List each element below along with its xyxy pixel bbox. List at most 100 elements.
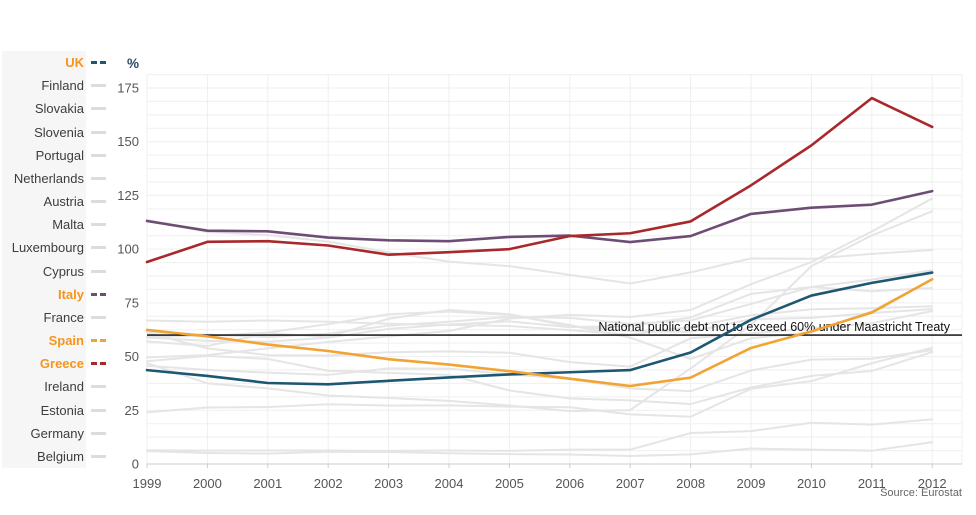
series-line-finland xyxy=(146,349,934,393)
legend-item-label: Malta xyxy=(52,217,84,233)
legend-item-slovenia[interactable]: Slovenia xyxy=(2,121,114,144)
series-dash-icon xyxy=(91,223,106,227)
series-dash-icon xyxy=(91,315,106,319)
series-line-belgium xyxy=(146,218,934,285)
legend-item-estonia[interactable]: Estonia xyxy=(2,399,114,422)
legend-item-label: Italy xyxy=(57,286,84,302)
svg-text:0: 0 xyxy=(132,457,139,472)
series-dash-icon xyxy=(91,84,106,88)
series-line-italy xyxy=(145,189,934,244)
legend-item-label: Estonia xyxy=(40,402,84,418)
svg-text:2012: 2012 xyxy=(918,476,947,491)
legend-item-label: Cyprus xyxy=(42,263,84,279)
svg-text:2001: 2001 xyxy=(253,476,282,491)
series-line-spain xyxy=(145,277,934,388)
legend-item-label: Germany xyxy=(30,425,84,441)
series-dash-icon xyxy=(91,246,106,250)
legend-item-slovakia[interactable]: Slovakia xyxy=(2,97,114,120)
legend-item-netherlands[interactable]: Netherlands xyxy=(2,167,114,190)
series-line-estonia xyxy=(146,441,934,458)
legend-item-france[interactable]: France xyxy=(2,306,114,329)
series-dash-icon xyxy=(91,408,106,412)
svg-text:2010: 2010 xyxy=(797,476,826,491)
series-line-ireland xyxy=(146,210,934,413)
series-dash-icon xyxy=(91,61,106,64)
legend-item-label: Finland xyxy=(41,78,84,94)
muted-series-lines xyxy=(146,197,934,458)
legend-item-label: Austria xyxy=(43,194,84,210)
legend-item-italy[interactable]: Italy xyxy=(2,283,114,306)
maastricht-reference-line: National public debt not to exceed 60% u… xyxy=(147,320,962,336)
source-note: Source: Eurostat xyxy=(880,487,962,499)
legend-item-label: Slovakia xyxy=(34,101,84,117)
series-dash-icon xyxy=(91,130,106,134)
svg-text:75: 75 xyxy=(125,295,139,310)
svg-text:100: 100 xyxy=(117,242,139,257)
legend-item-label: Luxembourg xyxy=(11,240,84,256)
svg-text:2003: 2003 xyxy=(374,476,403,491)
series-dash-icon xyxy=(91,153,106,157)
series-line-france xyxy=(146,269,934,343)
y-axis-labels: 0 25 50 75 100 125 150 175% xyxy=(117,56,139,472)
y-gridlines xyxy=(147,74,962,465)
svg-text:2009: 2009 xyxy=(737,476,766,491)
series-dash-icon xyxy=(91,431,106,435)
svg-text:2002: 2002 xyxy=(314,476,343,491)
legend-item-malta[interactable]: Malta xyxy=(2,213,114,236)
series-dash-icon xyxy=(91,339,106,343)
legend-item-ireland[interactable]: Ireland xyxy=(2,375,114,398)
legend-item-cyprus[interactable]: Cyprus xyxy=(2,260,114,283)
series-dash-icon xyxy=(91,200,106,204)
legend-item-label: UK xyxy=(65,55,84,70)
svg-text:50: 50 xyxy=(125,349,139,364)
legend-item-label: Portugal xyxy=(35,147,84,163)
svg-text:2004: 2004 xyxy=(435,476,464,491)
svg-text:1999: 1999 xyxy=(133,476,162,491)
svg-text:2008: 2008 xyxy=(676,476,705,491)
svg-text:2005: 2005 xyxy=(495,476,524,491)
series-dash-icon xyxy=(91,385,106,389)
series-dash-icon xyxy=(91,362,106,366)
series-dash-icon xyxy=(91,176,106,180)
svg-text:125: 125 xyxy=(117,188,139,203)
legend-item-spain[interactable]: Spain xyxy=(2,329,114,352)
highlighted-series-lines xyxy=(145,96,934,388)
legend-item-label: Slovenia xyxy=(34,124,84,140)
legend-item-label: Ireland xyxy=(44,379,84,395)
svg-text:2006: 2006 xyxy=(555,476,584,491)
legend-item-label: Belgium xyxy=(37,448,84,464)
series-line-uk xyxy=(145,271,934,386)
svg-text:2007: 2007 xyxy=(616,476,645,491)
legend-item-austria[interactable]: Austria xyxy=(2,190,114,213)
x-axis xyxy=(146,463,962,468)
svg-text:150: 150 xyxy=(117,134,139,149)
series-line-austria xyxy=(146,305,934,336)
country-legend: UK Finland Slovakia Slovenia Portugal Netherl… xyxy=(2,51,114,468)
series-dash-icon xyxy=(91,292,106,296)
x-gridlines xyxy=(146,74,963,464)
svg-text:25: 25 xyxy=(125,403,139,418)
percent-axis-label: % xyxy=(127,56,139,71)
svg-text:2011: 2011 xyxy=(858,476,886,491)
x-axis-labels: 1999 2000 2001 2002 2003 2004 2005 2006 2007 2008… xyxy=(133,476,947,491)
legend-item-belgium[interactable]: Belgium xyxy=(2,445,114,468)
series-dash-icon xyxy=(91,269,106,273)
legend-item-finland[interactable]: Finland xyxy=(2,74,114,97)
maastricht-annotation: National public debt not to exceed 60% u… xyxy=(598,320,950,334)
legend-item-label: France xyxy=(43,309,84,325)
series-line-luxembourg xyxy=(146,418,934,452)
series-line-netherlands xyxy=(146,310,934,368)
legend-panel-background xyxy=(2,51,86,468)
legend-item-label: Spain xyxy=(48,333,84,349)
series-line-greece xyxy=(145,96,934,264)
series-dash-icon xyxy=(91,107,106,111)
legend-item-portugal[interactable]: Portugal xyxy=(2,144,114,167)
legend-item-germany[interactable]: Germany xyxy=(2,422,114,445)
legend-item-uk[interactable]: UK xyxy=(2,51,114,74)
legend-item-luxembourg[interactable]: Luxembourg xyxy=(2,236,114,259)
series-dash-icon xyxy=(91,454,106,458)
legend-item-label: Greece xyxy=(39,356,84,372)
legend-item-greece[interactable]: Greece xyxy=(2,352,114,375)
